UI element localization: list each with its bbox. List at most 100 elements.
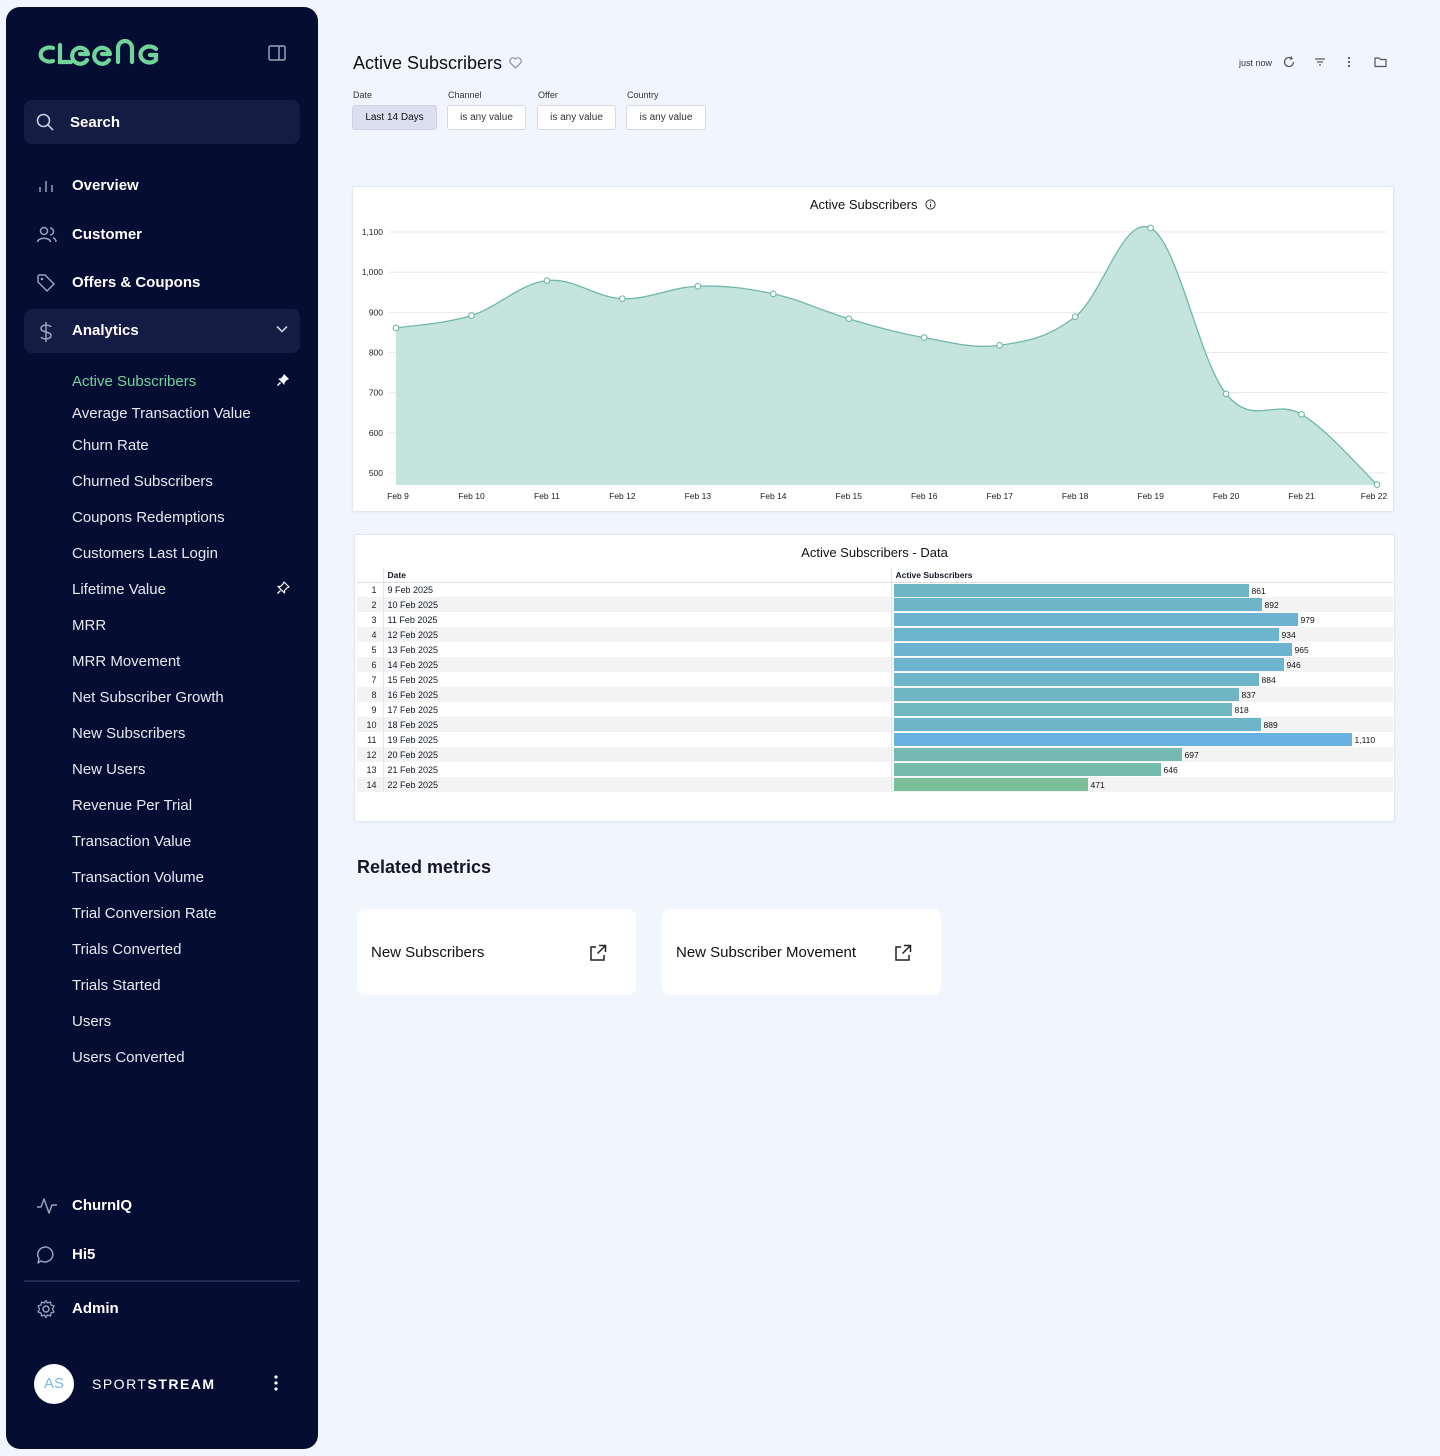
data-point[interactable] — [1147, 224, 1154, 232]
bar-chart-icon — [39, 181, 53, 192]
nav-overview[interactable]: Overview — [24, 164, 300, 208]
filter-country-chip[interactable]: is any value — [626, 105, 706, 130]
filter-offer-chip[interactable]: is any value — [537, 105, 616, 130]
analytics-item-churned-subscribers[interactable]: Churned Subscribers — [72, 473, 213, 490]
analytics-item-active-subscribers[interactable]: Active Subscribers — [72, 373, 197, 390]
pin-outline-icon[interactable] — [276, 581, 290, 595]
row-index: 3 — [357, 612, 384, 627]
filter-icon[interactable] — [1314, 56, 1326, 68]
nav-overview-label: Overview — [72, 177, 139, 194]
table-title: Active Subscribers - Data — [801, 545, 948, 560]
chart-card: Active Subscribers 500 600 700 800 900 1,000 1… — [352, 186, 1394, 512]
data-point[interactable] — [769, 290, 777, 298]
page-title: Active Subscribers — [353, 53, 503, 73]
analytics-item-transaction-value[interactable]: Transaction Value — [72, 833, 192, 850]
value-bar — [893, 748, 1182, 761]
analytics-item-net-subscriber-growth[interactable]: Net Subscriber Growth — [72, 689, 224, 706]
nav-admin[interactable]: Admin — [24, 1287, 300, 1331]
analytics-item-churn-rate[interactable]: Churn Rate — [72, 437, 149, 454]
data-point[interactable] — [1071, 313, 1079, 321]
row-index: 2 — [357, 597, 384, 612]
data-point[interactable] — [619, 295, 626, 303]
analytics-item-mrr[interactable]: MRR — [72, 617, 107, 634]
row-value-cell: 818 — [891, 702, 1393, 717]
row-value-cell: 965 — [891, 642, 1393, 657]
search-icon — [36, 113, 54, 131]
table-header-row: Date Active Subscribers — [357, 568, 1393, 583]
row-value-cell: 837 — [891, 687, 1393, 702]
active-subscribers-header[interactable]: Active Subscribers — [891, 568, 1393, 583]
more-vertical-icon[interactable] — [274, 1374, 278, 1392]
filter-country-label: Country — [627, 90, 659, 100]
data-point[interactable] — [1222, 390, 1230, 398]
nav-analytics[interactable]: Analytics — [24, 309, 300, 353]
cleeng-logo[interactable] — [34, 38, 184, 69]
sidebar-collapse-icon[interactable] — [268, 45, 286, 61]
analytics-item-customers-last-login[interactable]: Customers Last Login — [72, 545, 218, 562]
chart-title: Active Subscribers — [809, 197, 918, 212]
data-point[interactable] — [392, 324, 400, 332]
row-date: 12 Feb 2025 — [383, 627, 892, 642]
analytics-item-revenue-per-trial[interactable]: Revenue Per Trial — [72, 797, 193, 814]
nav-customer[interactable]: Customer — [24, 213, 300, 257]
row-index: 12 — [357, 747, 384, 762]
x-tick-label: Feb 11 — [534, 491, 560, 501]
data-point[interactable] — [468, 312, 475, 319]
data-point[interactable] — [845, 315, 853, 323]
data-point[interactable] — [694, 282, 702, 290]
data-point[interactable] — [920, 334, 928, 341]
analytics-item-trial-conversion-rate[interactable]: Trial Conversion Rate — [72, 905, 217, 922]
table-row: 3 11 Feb 2025 979 — [357, 612, 1393, 627]
x-tick-label: Feb 10 — [458, 491, 485, 501]
related-card-new-subscribers[interactable]: New Subscribers — [357, 909, 636, 995]
folder-icon[interactable] — [1374, 56, 1387, 68]
analytics-item-average-transaction-value[interactable]: Average Transaction Value — [72, 405, 251, 422]
analytics-item-trials-started[interactable]: Trials Started — [72, 977, 161, 994]
date-header[interactable]: Date — [383, 568, 892, 583]
more-vertical-icon[interactable] — [1347, 56, 1351, 68]
analytics-item-mrr-movement[interactable]: MRR Movement — [72, 653, 181, 670]
heart-icon[interactable] — [509, 57, 522, 69]
value-bar — [893, 718, 1261, 731]
row-index: 5 — [357, 642, 384, 657]
nav-hi5[interactable]: Hi5 — [24, 1233, 300, 1277]
nav-offers-coupons[interactable]: Offers & Coupons — [24, 261, 300, 305]
table-row: 10 18 Feb 2025 889 — [357, 717, 1393, 732]
cleeng-logo-mark — [38, 38, 159, 66]
refresh-icon[interactable] — [1283, 56, 1295, 68]
value-label: 884 — [1261, 675, 1276, 685]
filter-channel-chip[interactable]: is any value — [447, 105, 526, 130]
related-card-new-subscriber-movement[interactable]: New Subscriber Movement — [662, 909, 941, 995]
row-index: 7 — [357, 672, 384, 687]
value-label: 946 — [1286, 660, 1301, 670]
data-point[interactable] — [1373, 481, 1381, 488]
nav-hi5-label: Hi5 — [72, 1246, 96, 1263]
analytics-item-users[interactable]: Users — [72, 1013, 112, 1030]
data-point[interactable] — [996, 341, 1004, 349]
value-label: 979 — [1300, 615, 1315, 625]
external-link-icon[interactable] — [894, 944, 912, 962]
external-link-icon[interactable] — [589, 944, 607, 962]
table-row: 14 22 Feb 2025 471 — [357, 777, 1393, 792]
filter-date-chip[interactable]: Last 14 Days — [352, 105, 437, 130]
dollar-icon — [40, 322, 52, 342]
pin-filled-icon[interactable] — [276, 373, 290, 387]
data-point[interactable] — [1298, 410, 1305, 418]
analytics-item-trials-converted[interactable]: Trials Converted — [72, 941, 182, 958]
analytics-item-transaction-volume[interactable]: Transaction Volume — [72, 869, 205, 886]
analytics-item-lifetime-value[interactable]: Lifetime Value — [72, 581, 166, 598]
value-bar — [893, 778, 1088, 791]
analytics-item-users-converted[interactable]: Users Converted — [72, 1049, 185, 1066]
search-button[interactable]: Search — [24, 100, 300, 144]
row-value-cell: 471 — [891, 777, 1393, 792]
info-icon[interactable] — [925, 199, 936, 210]
analytics-item-new-subscribers[interactable]: New Subscribers — [72, 725, 186, 742]
account-switcher[interactable]: AS SPORTSTREAM — [34, 1364, 302, 1404]
nav-churniq[interactable]: ChurnIQ — [24, 1184, 300, 1228]
row-value-cell: 697 — [891, 747, 1393, 762]
analytics-item-coupons-redemptions[interactable]: Coupons Redemptions — [72, 509, 225, 526]
row-value-cell: 1,110 — [891, 732, 1393, 747]
analytics-item-new-users[interactable]: New Users — [72, 761, 146, 778]
data-point[interactable] — [543, 277, 551, 284]
table-row: 4 12 Feb 2025 934 — [357, 627, 1393, 642]
